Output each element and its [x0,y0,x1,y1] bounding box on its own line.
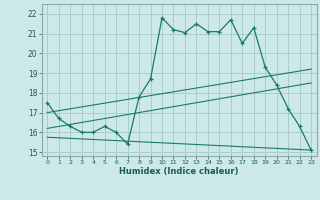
X-axis label: Humidex (Indice chaleur): Humidex (Indice chaleur) [119,167,239,176]
